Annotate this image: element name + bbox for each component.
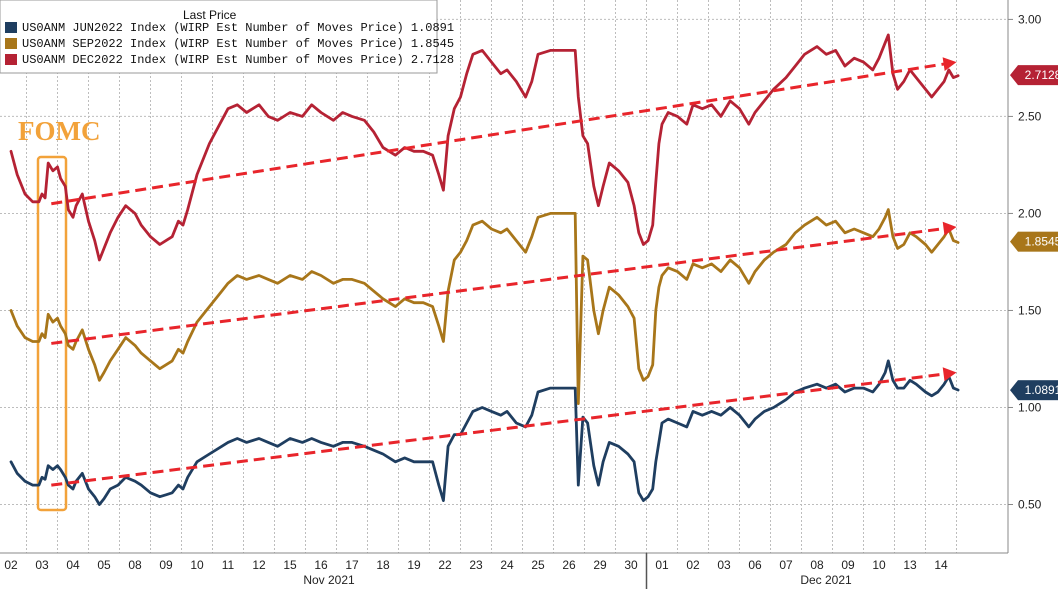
y-tick-label: 3.00 bbox=[1018, 12, 1042, 26]
trendlines bbox=[51, 57, 957, 487]
series-line-0 bbox=[9, 359, 960, 506]
month-label: Nov 2021 bbox=[303, 573, 355, 587]
x-tick-label: 08 bbox=[128, 558, 142, 572]
trendline-arrowhead-1 bbox=[942, 221, 957, 236]
last-price-value: 1.8545 bbox=[1025, 235, 1058, 249]
x-tick-label: 11 bbox=[222, 558, 235, 572]
x-tick-label: 04 bbox=[66, 558, 80, 572]
trendline-2 bbox=[51, 62, 947, 206]
last-price-labels: 1.0891 1.8545 2.7128 bbox=[1010, 65, 1058, 401]
x-tick-label: 30 bbox=[624, 558, 638, 572]
fomc-label: FOMC bbox=[18, 116, 100, 146]
x-tick-label: 05 bbox=[97, 558, 111, 572]
y-tick-label: 1.50 bbox=[1018, 303, 1042, 317]
x-tick-label: 12 bbox=[252, 558, 266, 572]
x-tick-label: 14 bbox=[934, 558, 948, 572]
x-tick-label: 10 bbox=[190, 558, 204, 572]
x-tick-label: 09 bbox=[159, 558, 173, 572]
x-tick-label: 24 bbox=[500, 558, 514, 572]
x-tick-label: 18 bbox=[376, 558, 390, 572]
y-tick-label: 2.00 bbox=[1018, 206, 1042, 220]
trendline-0 bbox=[51, 372, 947, 487]
last-price-badge bbox=[1018, 380, 1058, 401]
series-lines bbox=[9, 33, 960, 506]
x-tick-label: 25 bbox=[531, 558, 545, 572]
x-tick-label: 19 bbox=[407, 558, 421, 572]
last-price-pointer bbox=[1010, 65, 1018, 86]
x-tick-label: 01 bbox=[655, 558, 669, 572]
trendline-arrowhead-2 bbox=[942, 57, 957, 71]
x-tick-label: 03 bbox=[717, 558, 731, 572]
x-tick-label: 29 bbox=[593, 558, 607, 572]
x-tick-label: 07 bbox=[779, 558, 793, 572]
x-tick-label: 22 bbox=[438, 558, 452, 572]
series-line-1 bbox=[9, 208, 960, 405]
x-tick-label: 02 bbox=[686, 558, 700, 572]
x-tick-label: 17 bbox=[345, 558, 359, 572]
last-price-value: 1.0891 bbox=[1025, 383, 1058, 397]
last-price-badge bbox=[1018, 231, 1058, 252]
last-price-badge bbox=[1018, 65, 1058, 86]
y-tick-label: 0.50 bbox=[1018, 497, 1042, 511]
legend-swatch bbox=[5, 54, 17, 65]
trendline-1 bbox=[51, 226, 947, 345]
x-tick-label: 16 bbox=[314, 558, 328, 572]
legend-swatch bbox=[5, 22, 17, 33]
x-tick-label: 23 bbox=[469, 558, 483, 572]
last-price-pointer bbox=[1010, 231, 1018, 252]
y-tick-label: 1.00 bbox=[1018, 400, 1042, 414]
legend-swatch bbox=[5, 38, 17, 49]
last-price-value: 2.7128 bbox=[1025, 68, 1058, 82]
legend-box bbox=[0, 0, 438, 74]
legend-entry-label: US0ANM JUN2022 Index (WIRP Est Number of… bbox=[22, 21, 454, 35]
grid bbox=[0, 0, 1008, 553]
legend-title: Last Price bbox=[183, 8, 237, 22]
x-tick-label: 15 bbox=[283, 558, 297, 572]
y-tick-label: 2.50 bbox=[1018, 109, 1042, 123]
legend-entry-label: US0ANM DEC2022 Index (WIRP Est Number of… bbox=[22, 53, 454, 67]
x-tick-label: 10 bbox=[872, 558, 886, 572]
x-tick-label: 08 bbox=[810, 558, 824, 572]
series-line-2 bbox=[9, 33, 960, 262]
x-tick-label: 03 bbox=[35, 558, 49, 572]
x-tick-label: 02 bbox=[4, 558, 18, 572]
trendline-arrowhead-0 bbox=[942, 367, 957, 382]
last-price-pointer bbox=[1010, 380, 1018, 401]
x-tick-label: 13 bbox=[903, 558, 917, 572]
x-tick-label: 26 bbox=[562, 558, 576, 572]
month-label: Dec 2021 bbox=[800, 573, 852, 587]
legend-entry-label: US0ANM SEP2022 Index (WIRP Est Number of… bbox=[22, 37, 454, 51]
x-tick-label: 09 bbox=[841, 558, 855, 572]
legend: Last Price US0ANM JUN2022 Index (WIRP Es… bbox=[0, 0, 454, 74]
x-tick-label: 06 bbox=[748, 558, 762, 572]
